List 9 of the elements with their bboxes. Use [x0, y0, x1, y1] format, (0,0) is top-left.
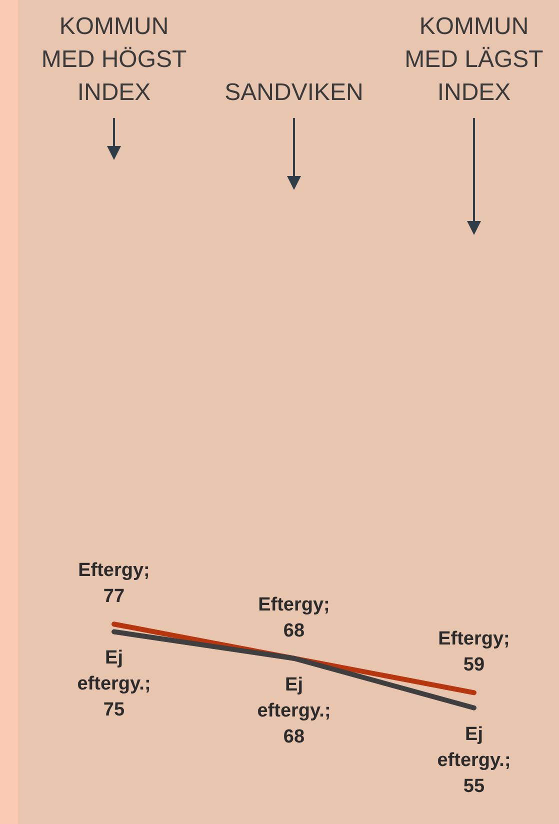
data-label: Eftergy; 77	[78, 560, 150, 608]
data-label: Eftergy; 59	[438, 628, 510, 676]
data-label: Ej eftergy.; 55	[437, 724, 511, 797]
x-tick-label: KOMMUN MED LÄGST INDEX	[404, 13, 544, 106]
x-tick-label: KOMMUN MED HÖGST INDEX	[41, 13, 188, 106]
x-tick-label: SANDVIKEN	[224, 79, 364, 106]
data-label: Ej eftergy.; 75	[77, 648, 151, 721]
data-label: Eftergy; 68	[258, 594, 330, 642]
data-label: Ej eftergy.; 68	[257, 674, 331, 748]
